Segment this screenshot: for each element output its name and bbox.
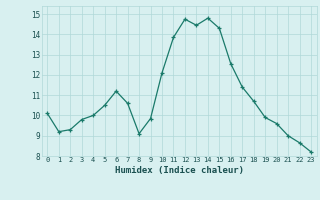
X-axis label: Humidex (Indice chaleur): Humidex (Indice chaleur) [115,166,244,175]
